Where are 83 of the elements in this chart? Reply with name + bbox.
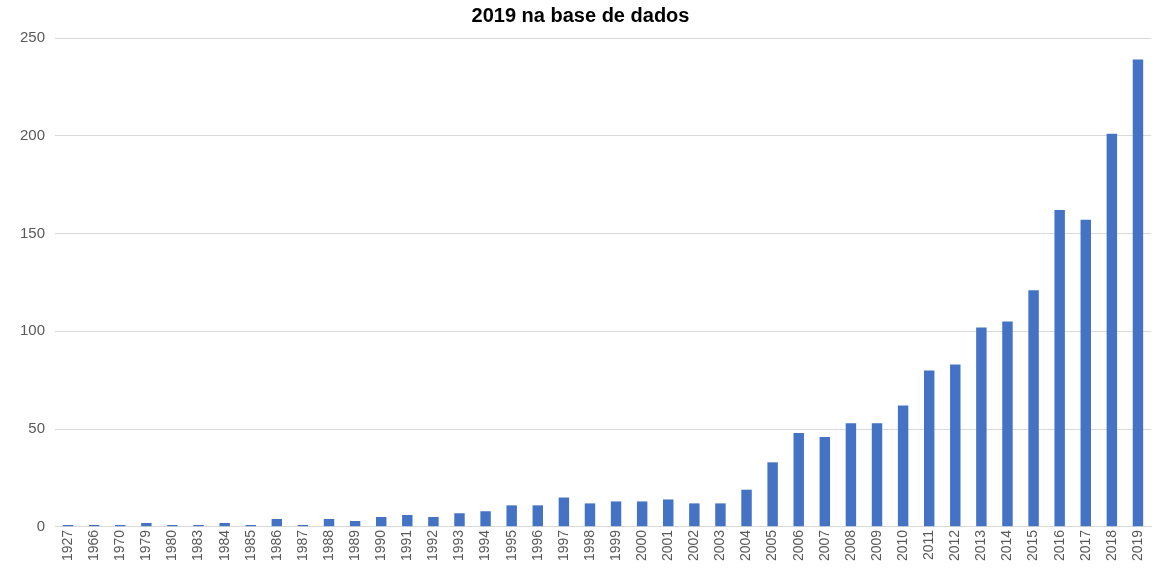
x-tick-label: 2014 — [998, 529, 1015, 562]
x-tick-label: 2007 — [815, 529, 832, 562]
x-tick-label: 1990 — [372, 529, 389, 562]
x-tick-label: 2001 — [659, 529, 676, 562]
x-tick-label: 2009 — [867, 529, 884, 562]
x-tick-label: 1993 — [450, 529, 467, 562]
x-tick-label: 1927 — [58, 529, 75, 562]
x-tick-label: 2018 — [1102, 529, 1119, 562]
y-tick-label: 200 — [20, 125, 46, 143]
bar — [428, 517, 439, 527]
x-tick-label: 1986 — [267, 529, 284, 562]
bar — [454, 513, 465, 527]
x-tick-label: 2011 — [920, 529, 937, 560]
x-tick-label: 1997 — [554, 529, 571, 562]
x-tick-label: 2008 — [841, 529, 858, 562]
x-tick-label: 1966 — [85, 529, 102, 562]
bar — [897, 405, 909, 527]
bar — [845, 423, 857, 527]
x-tick-label: 1992 — [424, 529, 441, 562]
x-tick-label: 2016 — [1050, 529, 1067, 562]
bar — [271, 519, 283, 527]
y-tick-label: 0 — [36, 517, 46, 534]
bar — [323, 519, 335, 527]
x-tick-label: 1996 — [528, 529, 545, 562]
bar — [793, 433, 804, 527]
bar — [219, 522, 230, 527]
bar — [402, 515, 413, 527]
x-tick-label: 1980 — [163, 529, 180, 562]
bar — [767, 462, 778, 527]
x-tick-label: 2013 — [972, 529, 989, 562]
bar — [375, 517, 387, 527]
bar — [923, 370, 935, 527]
x-tick-label: 1988 — [319, 529, 336, 562]
x-tick-label: 1999 — [606, 529, 623, 562]
bar — [532, 505, 543, 527]
x-tick-label: 2004 — [737, 529, 754, 562]
x-tick-label: 1979 — [137, 529, 154, 562]
bar — [741, 489, 752, 527]
x-tick-label: 2002 — [685, 529, 702, 562]
bar — [689, 503, 700, 527]
bar — [871, 423, 883, 527]
x-tick-label: 2010 — [893, 529, 910, 562]
x-tick-label: 2003 — [711, 529, 728, 562]
x-tick-label: 2005 — [763, 529, 780, 562]
bar — [480, 511, 491, 527]
x-tick-label: 1970 — [111, 529, 128, 562]
x-tick-label: 1998 — [580, 529, 597, 562]
bar — [558, 497, 570, 527]
bar — [819, 436, 831, 527]
x-tick-label: 1983 — [189, 529, 206, 562]
bar — [1002, 321, 1013, 527]
bar — [1080, 219, 1091, 527]
x-tick-label: 2015 — [1024, 529, 1041, 562]
bar — [976, 327, 987, 527]
x-tick-label: 1987 — [293, 529, 310, 562]
bar — [610, 501, 622, 527]
bar — [1054, 210, 1065, 527]
x-tick-label: 1995 — [502, 529, 519, 562]
x-tick-label: 1994 — [476, 529, 493, 562]
bar — [141, 522, 152, 527]
x-tick-label: 1989 — [345, 529, 362, 562]
x-tick-label: 2012 — [946, 529, 963, 562]
bar — [1132, 59, 1144, 527]
x-tick-label: 1991 — [398, 529, 415, 562]
bar — [1028, 290, 1039, 527]
bar — [636, 501, 648, 527]
x-tick-label: 2006 — [789, 529, 806, 562]
x-tick-label: 2019 — [1128, 529, 1145, 562]
bar — [663, 499, 674, 527]
bar — [715, 503, 726, 527]
x-tick-label: 1985 — [241, 529, 258, 562]
y-tick-label: 250 — [20, 28, 46, 46]
x-tick-label: 2017 — [1076, 529, 1093, 562]
y-tick-label: 100 — [20, 321, 46, 339]
bar — [584, 503, 596, 527]
y-tick-label: 150 — [20, 223, 46, 241]
chart-title: 2019 na base de dados — [471, 3, 690, 26]
x-tick-label: 1984 — [215, 529, 232, 562]
bar — [1106, 133, 1118, 527]
y-tick-label: 50 — [28, 419, 46, 437]
bar — [506, 505, 517, 527]
bar — [950, 364, 961, 527]
x-tick-label: 2000 — [633, 529, 650, 562]
